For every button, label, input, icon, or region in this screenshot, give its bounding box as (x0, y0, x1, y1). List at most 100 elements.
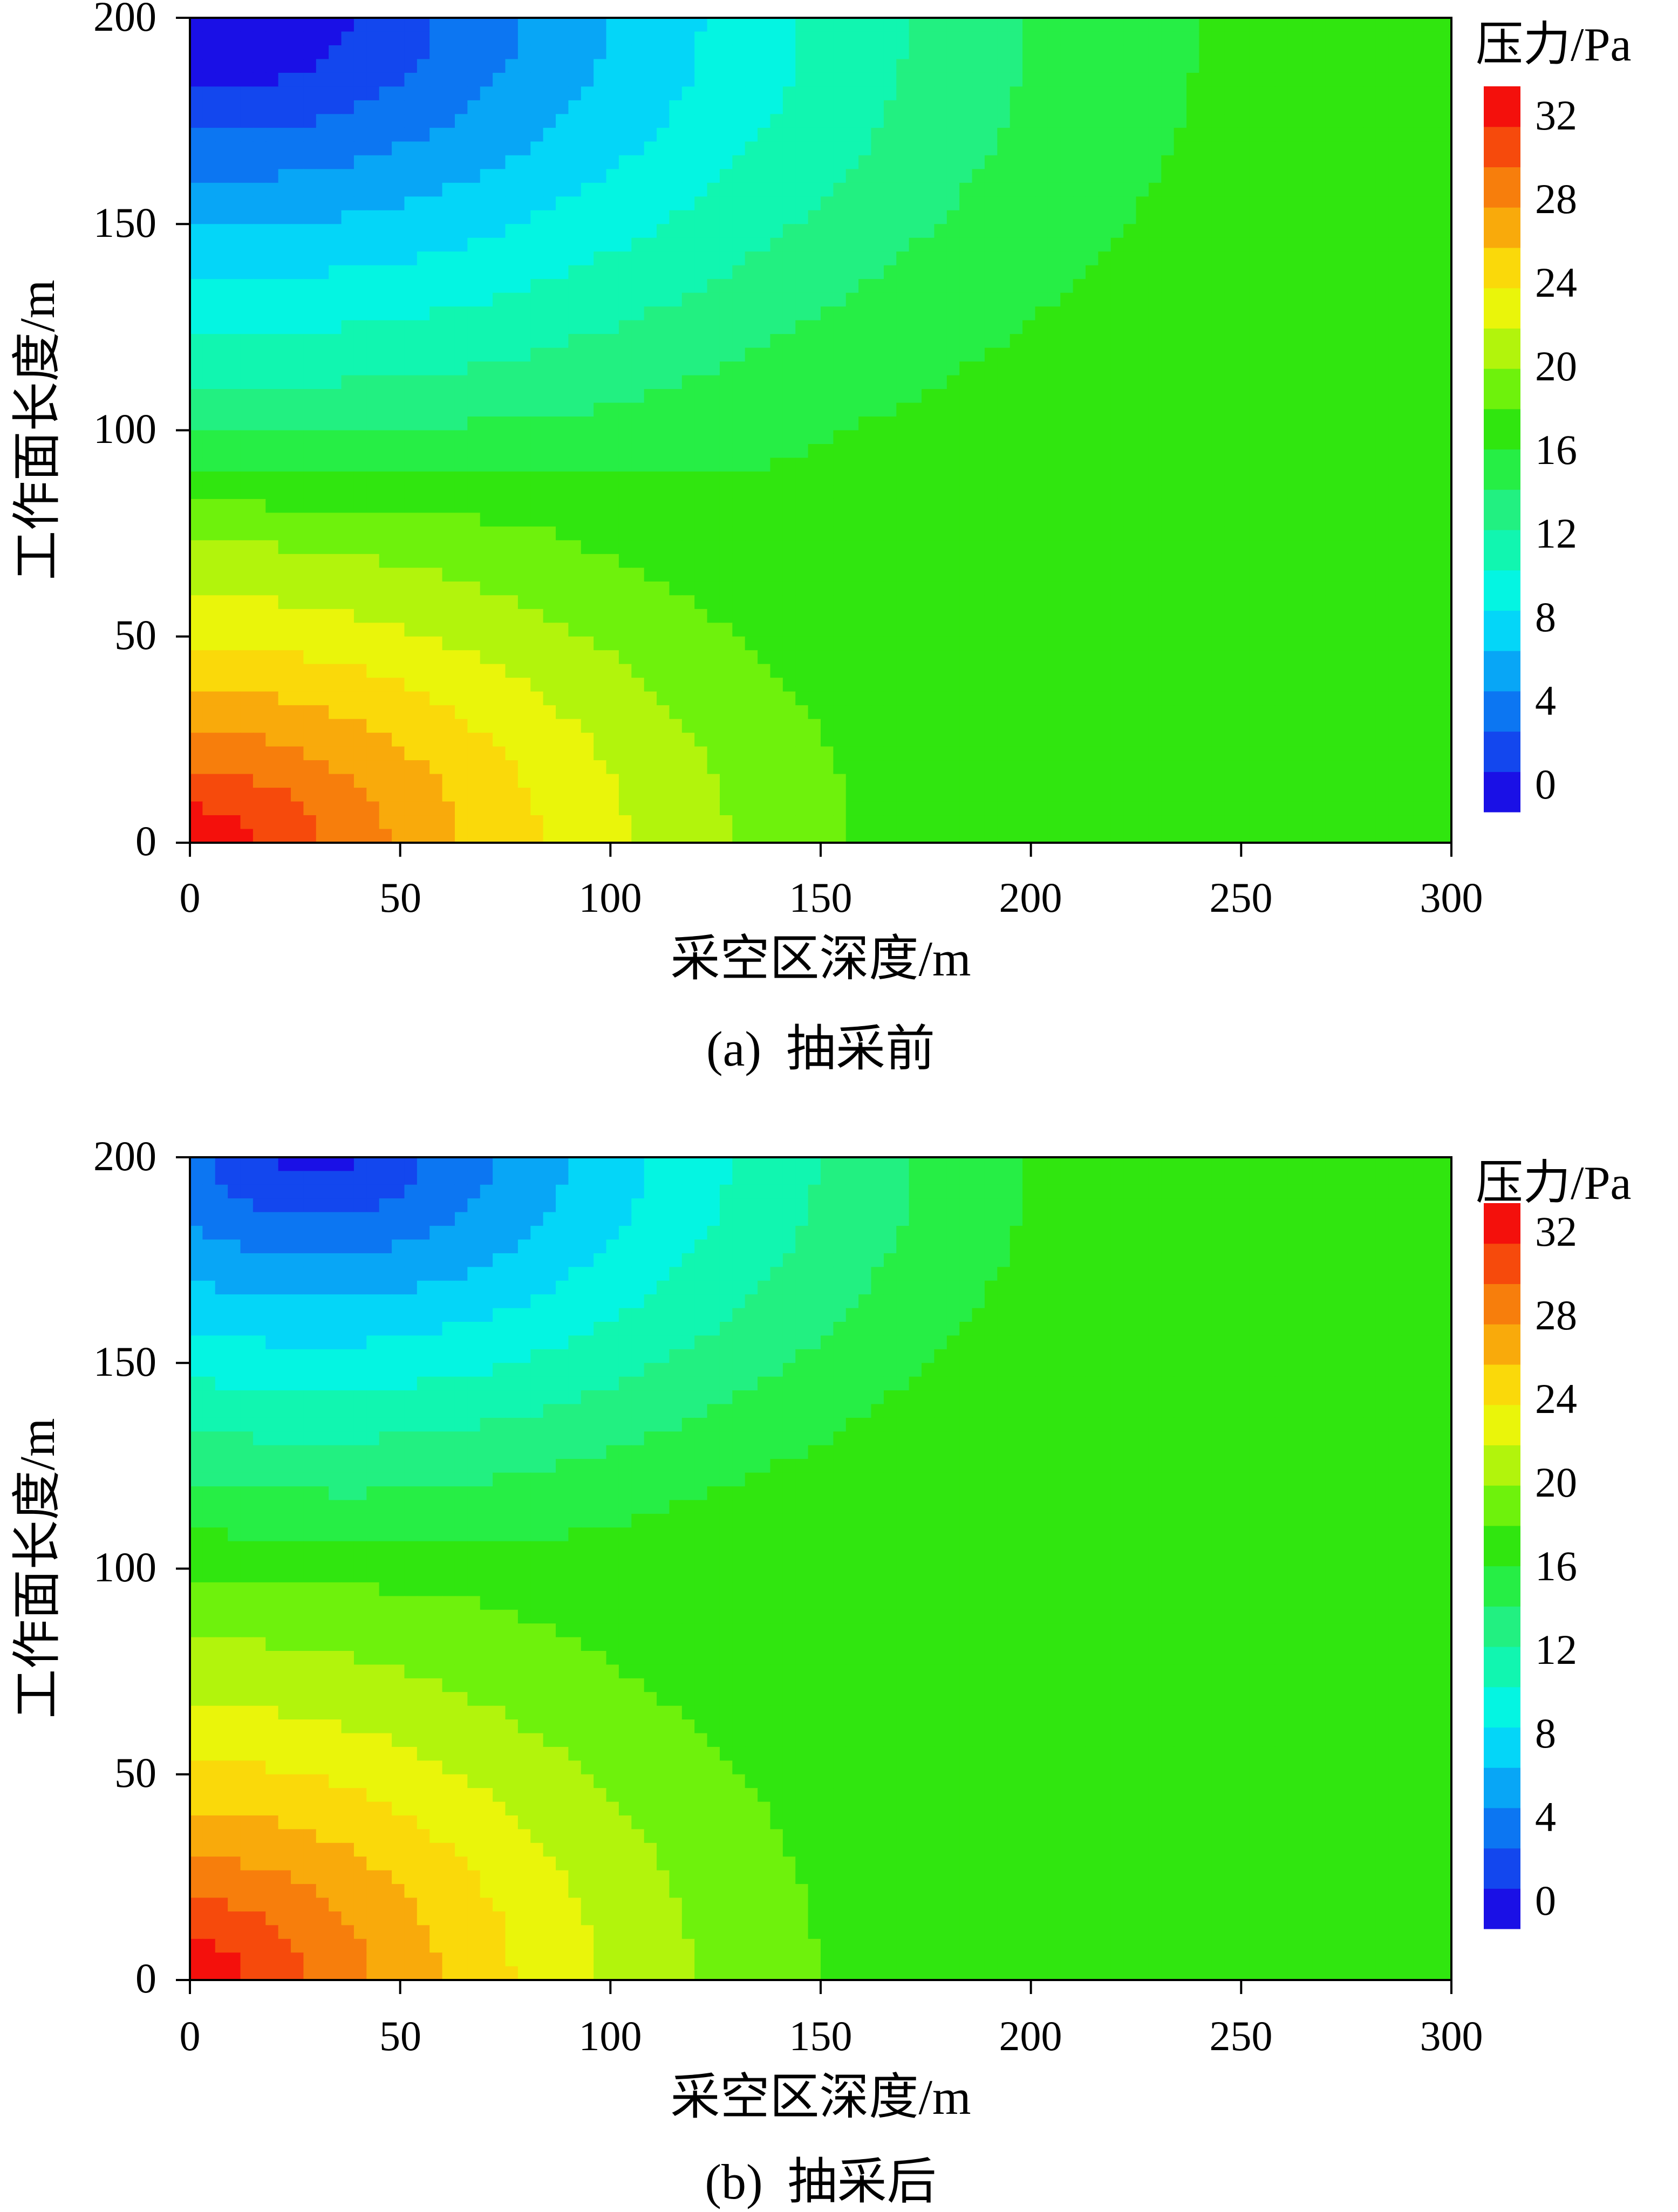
contour-cell (984, 141, 998, 156)
contour-cell (417, 402, 431, 417)
contour-cell (253, 86, 267, 101)
contour-cell (758, 513, 771, 527)
contour-cell (1312, 402, 1326, 417)
contour-cell (1022, 18, 1036, 32)
contour-cell (480, 72, 493, 87)
contour-cell (1413, 609, 1427, 624)
contour-cell (190, 485, 203, 500)
contour-cell (845, 155, 859, 170)
contour-cell (291, 540, 304, 555)
contour-cell (1224, 169, 1238, 183)
contour-cell (366, 402, 380, 417)
contour-cell (1047, 127, 1061, 142)
contour-cell (253, 417, 267, 431)
contour-cell (858, 334, 872, 349)
contour-cell (845, 609, 859, 624)
contour-cell (278, 155, 291, 170)
contour-cell (228, 86, 241, 101)
contour-cell (1047, 581, 1061, 596)
contour-cell (1325, 540, 1339, 555)
contour-cell (1199, 485, 1212, 500)
contour-cell (1413, 664, 1427, 678)
contour-cell (896, 100, 910, 115)
contour-cell (782, 361, 796, 376)
contour-cell (392, 100, 405, 115)
contour-cell (1350, 45, 1364, 60)
contour-cell (505, 678, 519, 692)
contour-cell (821, 169, 834, 183)
contour-cell (404, 292, 418, 307)
contour-cell (946, 581, 960, 596)
contour-cell (1035, 568, 1048, 582)
contour-cell (1237, 402, 1250, 417)
contour-cell (543, 609, 556, 624)
contour-cell (442, 691, 455, 706)
contour-cell (1123, 72, 1137, 87)
contour-cell (379, 471, 392, 486)
contour-cell (1338, 636, 1351, 651)
contour-cell (316, 471, 329, 486)
contour-cell (681, 581, 695, 596)
contour-cell (1375, 568, 1389, 582)
contour-cell (1224, 581, 1238, 596)
contour-cell (316, 31, 329, 46)
contour-cell (353, 691, 367, 706)
contour-cell (1211, 513, 1225, 527)
contour-cell (1199, 169, 1212, 183)
contour-cell (1085, 636, 1099, 651)
contour-cell (379, 320, 392, 334)
contour-cell (404, 485, 418, 500)
contour-cell (1325, 554, 1339, 569)
contour-cell (1161, 499, 1175, 514)
contour-cell (1186, 72, 1200, 87)
contour-cell (265, 361, 279, 376)
contour-cell (581, 430, 594, 445)
contour-cell (493, 361, 506, 376)
contour-cell (1085, 251, 1099, 266)
contour-cell (1338, 650, 1351, 665)
contour-cell (190, 306, 203, 321)
contour-cell (303, 169, 317, 183)
contour-cell (543, 320, 556, 334)
contour-cell (581, 417, 594, 431)
contour-cell (1047, 72, 1061, 87)
contour-cell (934, 609, 947, 624)
panel-a: 0 50 100 150 200 0 50 100 150 200 250 30… (10, 0, 1631, 1076)
contour-cell (594, 334, 607, 349)
contour-cell (997, 169, 1011, 183)
contour-cell (568, 237, 582, 252)
contour-cell (1426, 31, 1440, 46)
contour-cell (606, 292, 619, 307)
contour-cell (1249, 292, 1263, 307)
contour-cell (833, 471, 847, 486)
contour-cell (1060, 100, 1074, 115)
contour-cell (909, 430, 922, 445)
contour-cell (1388, 636, 1402, 651)
contour-cell (1060, 279, 1074, 293)
contour-cell (379, 347, 392, 362)
contour-cell (1249, 375, 1263, 390)
contour-cell (909, 636, 922, 651)
contour-cell (1224, 72, 1238, 87)
contour-cell (1438, 347, 1452, 362)
contour-cell (883, 389, 897, 404)
contour-cell (568, 224, 582, 238)
contour-cell (669, 458, 683, 472)
contour-cell (215, 581, 228, 596)
contour-cell (984, 375, 998, 390)
contour-cell (581, 18, 594, 32)
contour-cell (404, 595, 418, 610)
contour-cell (1035, 402, 1048, 417)
contour-cell (770, 224, 783, 238)
contour-cell (909, 251, 922, 266)
contour-cell (1375, 210, 1389, 225)
contour-cell (278, 609, 291, 624)
contour-cell (946, 306, 960, 321)
contour-cell (1136, 443, 1149, 459)
contour-cell (505, 361, 519, 376)
contour-cell (1338, 581, 1351, 596)
contour-cell (1388, 334, 1402, 349)
contour-cell (1022, 513, 1036, 527)
contour-cell (934, 554, 947, 569)
contour-cell (782, 499, 796, 514)
